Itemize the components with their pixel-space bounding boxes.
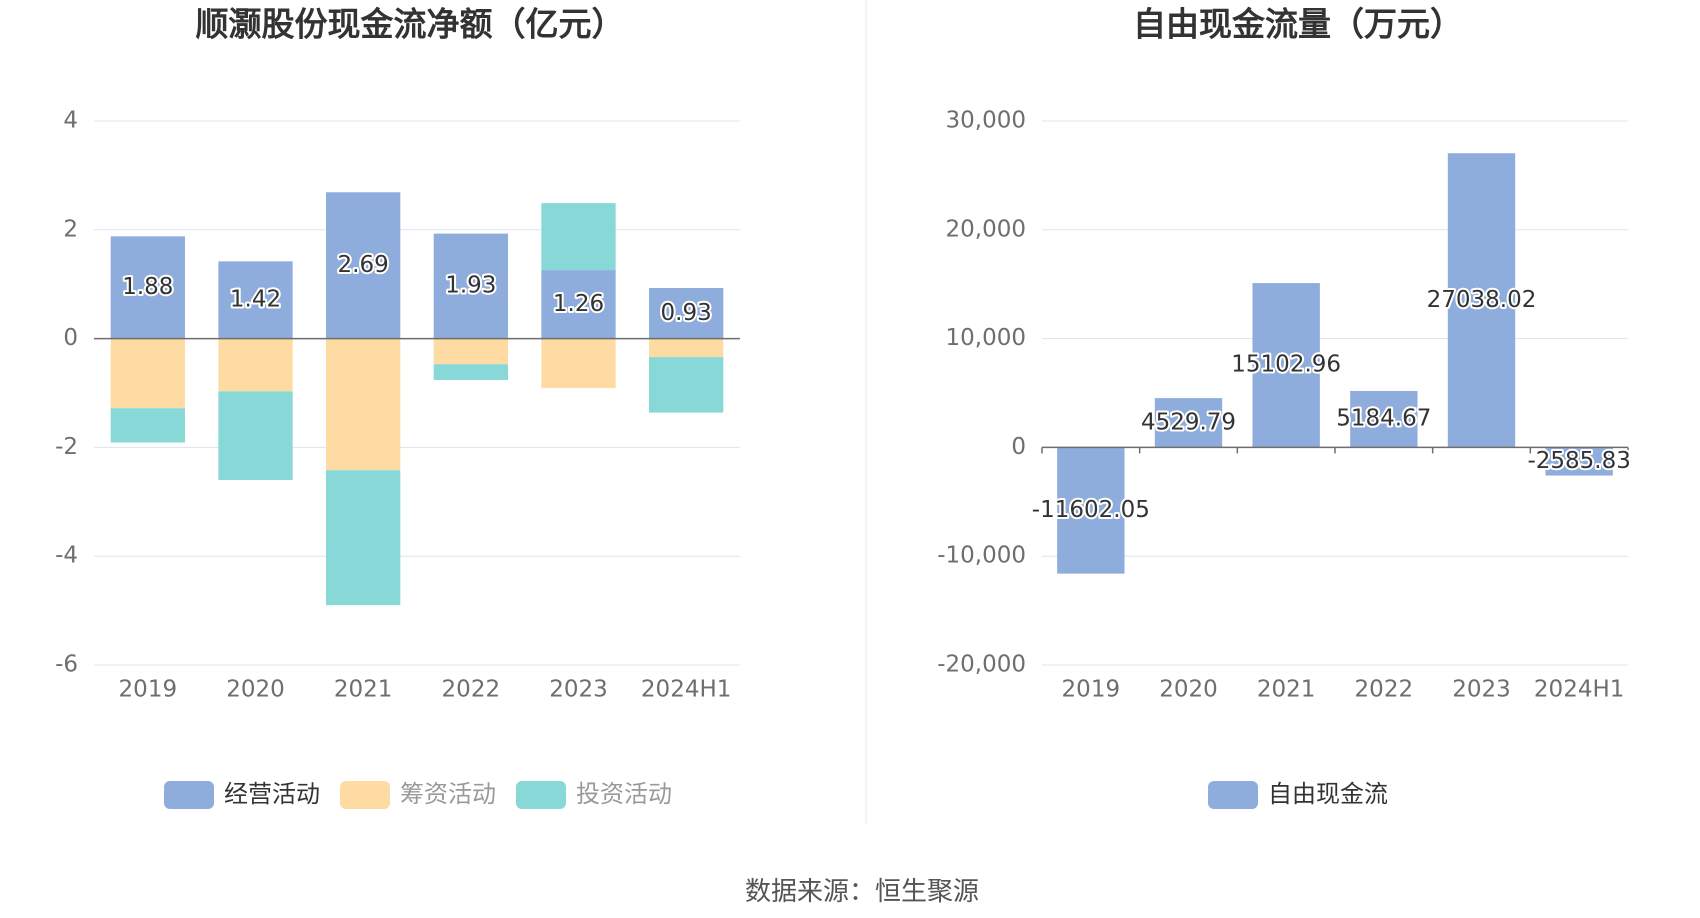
bar-投资活动-2021[interactable] <box>326 470 401 606</box>
legend-label[interactable]: 自由现金流 <box>1268 780 1388 808</box>
data-label: -11602.05 <box>1032 497 1150 523</box>
x-tick-label: 2022 <box>1355 677 1414 703</box>
bar-自由现金流-2024H1[interactable] <box>1545 447 1613 476</box>
data-label: 1.88 <box>122 274 173 300</box>
y-tick-label: 4 <box>63 108 78 134</box>
data-label: 15102.96 <box>1231 352 1341 378</box>
x-tick-label: 2021 <box>334 677 393 703</box>
x-tick-label: 2024H1 <box>641 677 731 703</box>
bar-经营活动-2024H1[interactable] <box>649 288 724 339</box>
x-tick-label: 2019 <box>1062 677 1121 703</box>
y-tick-label: 30,000 <box>946 108 1026 134</box>
bar-经营活动-2021[interactable] <box>326 192 401 339</box>
data-label: -2585.83 <box>1527 448 1630 474</box>
bar-经营活动-2019[interactable] <box>110 236 185 339</box>
bar-经营活动-2023[interactable] <box>541 270 616 339</box>
chart-title: 顺灏股份现金流净额（亿元） <box>196 5 625 44</box>
data-label: 0.93 <box>661 300 712 326</box>
bar-自由现金流-2019[interactable] <box>1057 447 1125 574</box>
legend-label[interactable]: 投资活动 <box>576 780 672 808</box>
y-tick-label: -20,000 <box>937 652 1026 678</box>
x-tick-label: 2024H1 <box>1534 677 1624 703</box>
bar-投资活动-2023[interactable] <box>541 203 616 271</box>
legend-swatch[interactable] <box>1208 781 1258 809</box>
y-tick-label: 2 <box>63 216 78 242</box>
y-tick-label: 0 <box>63 325 78 351</box>
bar-投资活动-2024H1[interactable] <box>649 357 724 413</box>
chart-title: 自由现金流量（万元） <box>1133 5 1463 44</box>
left-panel-cash-flow-net: 顺灏股份现金流净额（亿元） -6 -4 -2 0 2 4 2019 2020 2021 2022 20… <box>55 5 740 809</box>
data-label: 2.69 <box>338 252 389 278</box>
data-source-footer: 数据来源：恒生聚源 <box>745 877 979 907</box>
bar-自由现金流-2021[interactable] <box>1252 283 1320 448</box>
data-label: 5184.67 <box>1336 406 1431 432</box>
y-tick-label: 0 <box>1011 434 1026 460</box>
y-tick-label: -2 <box>55 434 78 460</box>
y-tick-label: 10,000 <box>946 325 1026 351</box>
bar-投资活动-2019[interactable] <box>110 408 185 443</box>
y-tick-label: 20,000 <box>946 216 1026 242</box>
x-tick-label: 2021 <box>1257 677 1316 703</box>
data-label: 1.26 <box>553 291 604 317</box>
x-tick-label: 2020 <box>226 677 285 703</box>
bar-经营活动-2020[interactable] <box>218 261 293 339</box>
bar-筹资活动-2022[interactable] <box>433 338 508 365</box>
data-label: 27038.02 <box>1427 287 1537 313</box>
bar-自由现金流-2020[interactable] <box>1154 398 1223 448</box>
bar-筹资活动-2023[interactable] <box>541 338 616 389</box>
legend-swatch[interactable] <box>516 781 566 809</box>
legend-swatch[interactable] <box>164 781 214 809</box>
x-tick-label: 2023 <box>1452 677 1511 703</box>
bar-筹资活动-2021[interactable] <box>326 338 401 471</box>
bar-投资活动-2020[interactable] <box>218 391 293 481</box>
x-tick-label: 2022 <box>442 677 501 703</box>
legend-swatch[interactable] <box>340 781 390 809</box>
bar-自由现金流-2023[interactable] <box>1447 153 1516 448</box>
data-label: 1.93 <box>445 273 496 299</box>
x-tick-label: 2023 <box>549 677 608 703</box>
data-label: 4529.79 <box>1141 409 1236 435</box>
right-panel-free-cash-flow: 自由现金流量（万元） -20,000 -10,000 0 10,000 20,000 30,… <box>937 5 1633 809</box>
x-tick-label: 2020 <box>1159 677 1218 703</box>
y-tick-label: -4 <box>55 543 78 569</box>
legend-label[interactable]: 经营活动 <box>224 780 320 808</box>
y-tick-label: -10,000 <box>937 543 1026 569</box>
bar-自由现金流-2022[interactable] <box>1350 390 1418 448</box>
bar-筹资活动-2020[interactable] <box>218 338 293 392</box>
bar-经营活动-2022[interactable] <box>433 233 508 339</box>
bar-筹资活动-2024H1[interactable] <box>649 338 724 358</box>
y-tick-label: -6 <box>55 652 78 678</box>
data-label: 1.42 <box>230 286 281 312</box>
legend-label[interactable]: 筹资活动 <box>400 780 496 808</box>
bar-筹资活动-2019[interactable] <box>110 338 185 409</box>
x-tick-label: 2019 <box>119 677 178 703</box>
bar-投资活动-2022[interactable] <box>433 364 508 380</box>
